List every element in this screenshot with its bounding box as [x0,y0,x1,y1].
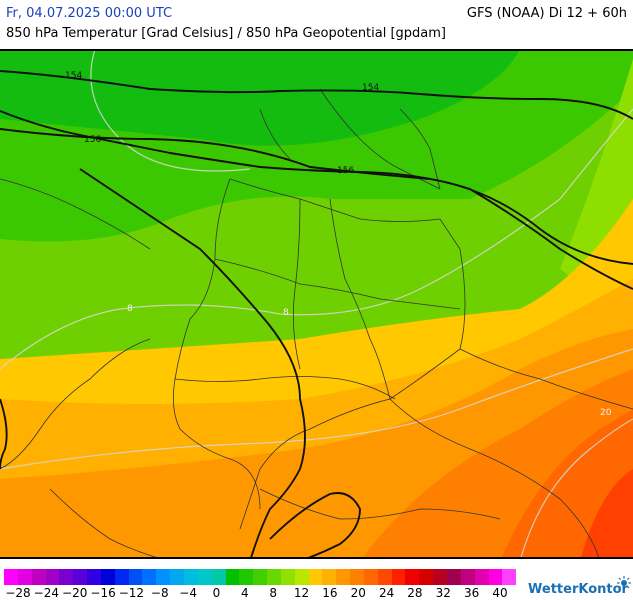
legend-swatch [225,569,240,585]
legend-tick-label: −20 [62,586,88,600]
legend-tick-label: 32 [435,586,451,600]
legend-swatch [87,569,101,585]
legend-tick-label: 24 [378,586,395,600]
legend-tick-label: −28 [5,586,31,600]
legend-swatch [433,569,447,585]
legend-swatch [350,569,364,585]
legend-swatch [197,569,212,585]
legend-swatch [128,569,143,585]
contour-label: 154 [65,71,82,81]
contour-label: 154 [362,83,379,93]
brand-sun-icon [617,576,631,590]
legend-swatch [17,569,32,585]
legend-swatch [336,569,351,585]
temperature-label: 8 [127,304,133,314]
legend-swatch [4,569,18,585]
legend-swatch [363,569,378,585]
legend-tick-label: 36 [464,586,480,600]
legend-tick-label: 8 [269,586,277,600]
band-36-40 [581,469,633,557]
legend-swatch [488,569,503,585]
legend-swatch [267,569,281,585]
legend-swatch [391,569,406,585]
temperature-color-scale [4,569,517,585]
parameter-description: 850 hPa Temperatur [Grad Celsius] / 850 … [6,26,447,41]
temperature-scale-labels: −28 −24 −20 −16 −12 −8 −4 0 4 8 12 16 20 24 28 32 36 40 [0,586,520,600]
legend-tick-label: 20 [350,586,366,600]
legend-swatch [460,569,475,585]
legend-swatch [502,569,517,585]
legend-swatch [211,569,226,585]
legend-tick-label: −24 [33,586,60,600]
brand-logo: WetterKontor [528,582,628,597]
legend-tick-label: −12 [118,586,145,600]
legend-swatch [45,569,60,585]
legend-swatch [114,569,129,585]
contour-label: 156 [337,166,354,176]
weather-map: 154 154 156 156 8 8 20 [0,49,633,559]
forecast-valid-time: Fr, 04.07.2025 00:00 UTC [6,6,173,21]
legend-tick-label: 4 [240,586,249,600]
legend-tick-label: 28 [407,586,423,600]
legend-swatch [308,569,323,585]
legend-swatch [447,569,461,585]
legend-swatch [280,569,295,585]
legend-swatch [170,569,184,585]
legend-swatch [474,569,489,585]
legend-swatch [377,569,392,585]
temperature-label: 8 [283,308,289,318]
geopotential-contours [0,70,633,557]
legend-swatch [239,569,254,585]
political-borders [0,88,633,557]
legend-swatch [294,569,309,585]
legend-swatch [142,569,157,585]
contour-label: 156 [84,135,101,145]
legend-tick-label: −8 [150,586,169,600]
temperature-map-canvas: 154 154 156 156 8 8 20 [0,51,633,557]
legend-swatch [405,569,420,585]
legend-tick-label: 40 [492,586,508,600]
legend-swatch [419,569,434,585]
legend-swatch [156,569,171,585]
legend-swatch [73,569,88,585]
legend-swatch [31,569,46,585]
legend-tick-label: 16 [322,586,338,600]
legend-tick-label: 12 [293,586,310,600]
temperature-label: 20 [600,408,612,418]
legend-swatch [183,569,198,585]
legend-swatch [59,569,74,585]
legend-tick-label: −4 [179,586,197,600]
legend-swatch [253,569,268,585]
legend-swatch [322,569,337,585]
legend-tick-label: −16 [90,586,116,600]
band-0-4 [0,51,519,146]
legend-swatch [100,569,115,585]
legend-tick-label: 0 [212,586,221,600]
model-run-info: GFS (NOAA) Di 12 + 60h [466,6,627,21]
